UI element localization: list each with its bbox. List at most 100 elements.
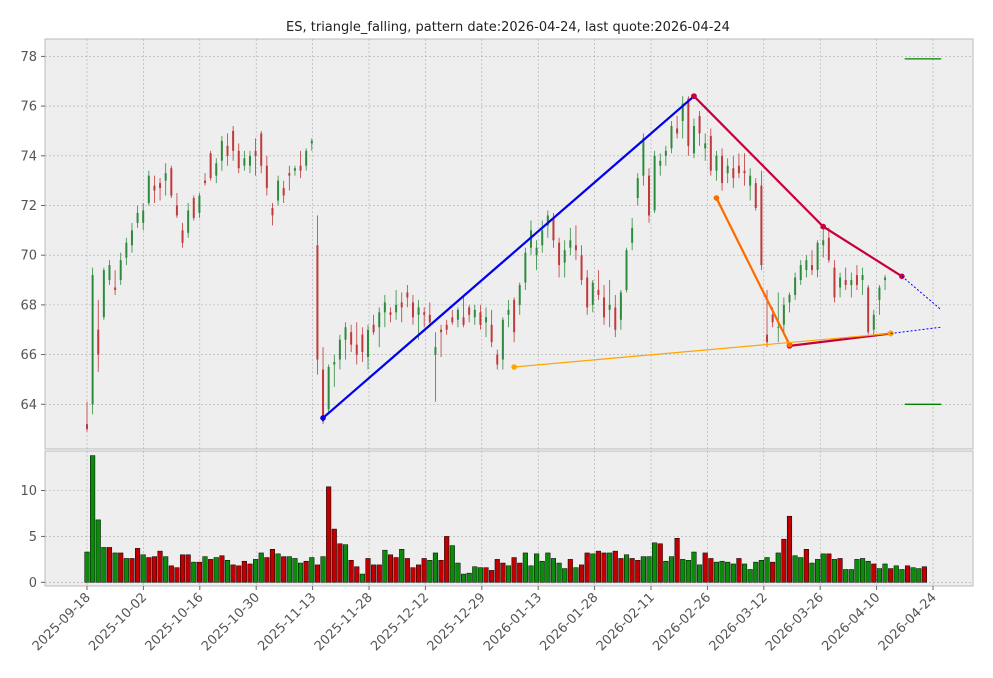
candle-body: [209, 153, 212, 179]
candle: [827, 227, 830, 263]
x-tick-label: 2025-10-02: [86, 590, 150, 654]
candle-body: [153, 185, 156, 191]
candle: [130, 222, 133, 253]
candle-body: [130, 230, 133, 246]
volume-bar: [241, 560, 247, 583]
candle: [350, 324, 353, 353]
candle: [445, 319, 448, 335]
volume-bar: [213, 557, 219, 583]
candle-body: [496, 354, 499, 365]
candle: [524, 247, 527, 290]
candle: [198, 193, 201, 218]
support_line-marker: [887, 330, 894, 337]
candle: [861, 267, 864, 295]
candle: [344, 322, 347, 360]
candle: [501, 317, 504, 370]
volume-bar: [236, 565, 242, 583]
candle-body: [198, 195, 201, 213]
x-tick-label: 2025-11-28: [312, 590, 376, 654]
volume-bar: [151, 556, 157, 583]
volume-bar: [815, 559, 821, 583]
volume-bar: [809, 562, 815, 583]
volume-bar: [618, 558, 624, 583]
candle: [462, 294, 465, 328]
volume-bar: [550, 558, 557, 583]
candle-body: [243, 158, 246, 166]
candle-body: [681, 103, 684, 121]
candle: [423, 307, 426, 328]
candle-body: [642, 138, 645, 176]
volume-bar: [871, 563, 877, 583]
volume-bar: [393, 557, 399, 583]
volume-bar: [365, 558, 371, 583]
candle-body: [569, 240, 572, 248]
candle-body: [378, 312, 381, 328]
volume-bar: [612, 550, 618, 583]
candle-body: [119, 260, 122, 281]
candle-body: [237, 150, 240, 169]
volume-bar: [208, 559, 214, 583]
candle: [277, 175, 280, 206]
candle-body: [771, 314, 774, 323]
support_line-marker: [511, 364, 517, 370]
volume-bar: [505, 565, 512, 583]
volume-bar: [140, 554, 146, 583]
volume-bar: [269, 549, 276, 583]
volume-bar: [623, 554, 630, 583]
price-tick-label: 68: [20, 298, 37, 313]
candle: [721, 148, 724, 191]
candle-body: [687, 98, 690, 146]
volume-bar: [342, 544, 349, 583]
candle-body: [749, 175, 752, 186]
volume-bar: [629, 558, 635, 583]
volume-bar: [95, 519, 101, 583]
volume-bar: [472, 566, 478, 583]
candle-body: [164, 173, 167, 181]
volume-bar: [129, 558, 135, 583]
volume-bar: [455, 562, 461, 583]
chart-title: ES, triangle_falling, pattern date:2026-…: [286, 20, 730, 35]
candle-body: [648, 175, 650, 216]
candle-body: [361, 334, 364, 353]
x-tick-label: 2026-02-11: [594, 590, 658, 654]
candle: [636, 173, 639, 206]
candle-body: [406, 292, 409, 298]
candle: [619, 289, 622, 330]
candle-body: [389, 312, 392, 315]
candle: [782, 297, 785, 335]
x-tick-label: 2025-10-16: [143, 590, 207, 654]
candle: [743, 153, 746, 186]
candle-body: [518, 285, 521, 305]
volume-bar: [775, 552, 781, 583]
candle: [395, 289, 398, 320]
candle-body: [260, 133, 263, 166]
candle: [614, 294, 617, 338]
candle: [355, 322, 358, 365]
x-tick-label: 2026-03-26: [763, 590, 827, 654]
candle: [844, 267, 847, 290]
candle-body: [636, 178, 639, 199]
candle: [715, 150, 718, 181]
volume-bar: [118, 552, 124, 583]
volume-bar: [758, 560, 764, 583]
candle: [119, 252, 122, 285]
volume-bar: [185, 554, 191, 583]
volume-bar: [382, 549, 388, 583]
volume-bar: [685, 560, 691, 583]
x-tick-label: 2026-03-12: [707, 590, 771, 654]
volume-bar: [500, 562, 506, 583]
candle: [153, 175, 156, 203]
candle-body: [586, 277, 589, 308]
candle: [406, 285, 409, 308]
volume-bar: [792, 555, 798, 583]
candle-body: [265, 165, 268, 189]
candle-body: [159, 183, 162, 189]
candle: [563, 240, 566, 278]
price-tick-label: 66: [20, 348, 37, 363]
candle-body: [383, 302, 386, 313]
volume-bar: [326, 486, 332, 583]
volume-bar: [438, 560, 444, 583]
lower_projection: [890, 326, 942, 334]
volume-bar: [281, 556, 287, 583]
x-tick-label: 2026-02-26: [650, 590, 714, 654]
